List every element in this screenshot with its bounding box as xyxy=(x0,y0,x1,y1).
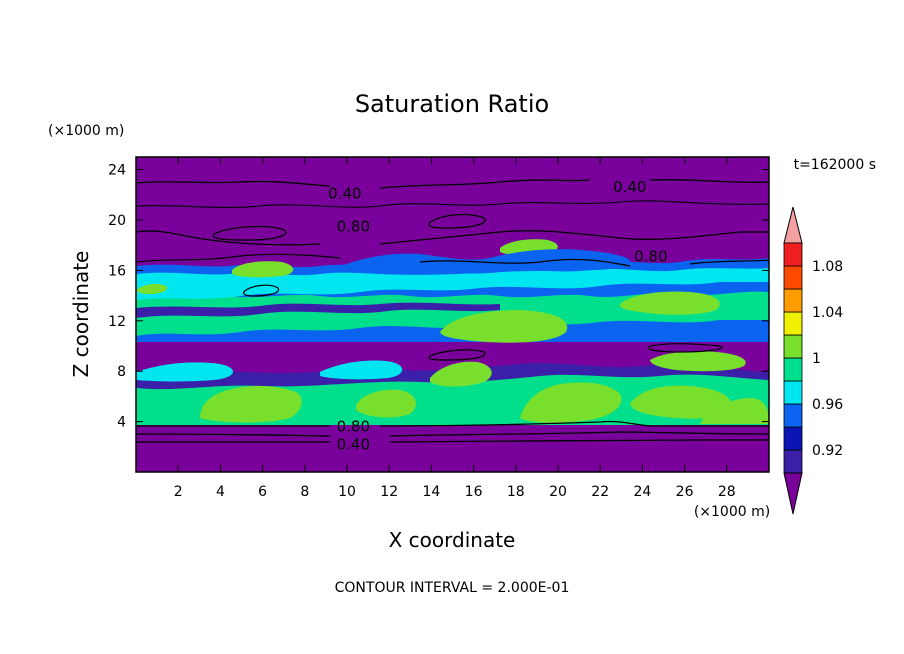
contour-line-lower-1 xyxy=(136,420,769,427)
chart-title: Saturation Ratio xyxy=(355,90,549,118)
lower-cyan-patch-2 xyxy=(320,360,403,380)
y-tick-label: 20 xyxy=(108,213,126,229)
contour-label: 0.40 xyxy=(337,435,370,453)
contour-line-upper-1 xyxy=(136,178,769,189)
x-tick-label: 20 xyxy=(549,484,567,500)
mid-green-patch-4 xyxy=(136,283,168,294)
mid-dry-band xyxy=(136,339,769,366)
contour-label: 0.80 xyxy=(634,248,667,266)
y-tick-label: 8 xyxy=(117,364,126,380)
middle-layer-cyan-band xyxy=(136,268,769,300)
x-tick-label: 8 xyxy=(300,484,309,500)
colorbar-segment xyxy=(783,357,803,382)
contour-labels: 0.40 0.400.800.800.800.40 xyxy=(328,178,667,453)
x-tick-label: 4 xyxy=(216,484,225,500)
colorbar-segment xyxy=(783,426,803,451)
x-axis: 2 4 6 8 10 12 14 16 18 20 22 24 26 28 xyxy=(174,157,736,500)
x-tick-label: 6 xyxy=(258,484,267,500)
y-axis: 4 8 12 16 20 24 xyxy=(108,163,769,431)
x-tick-label: 22 xyxy=(591,484,609,500)
x-tick-label: 10 xyxy=(338,484,356,500)
colorbar-label: 1 xyxy=(812,351,821,367)
plot-frame xyxy=(135,156,770,473)
x-tick-label: 28 xyxy=(718,484,736,500)
mid-green-patch-2 xyxy=(619,291,720,315)
y-tick-label: 16 xyxy=(108,263,126,279)
x-tick-label: 26 xyxy=(676,484,694,500)
colorbar-label: 1.04 xyxy=(812,305,843,321)
lower-green-patch-1 xyxy=(200,385,302,423)
y-unit-label: (×1000 m) xyxy=(48,123,124,139)
colorbar-lower-extension xyxy=(783,472,803,515)
x-tick-label: 14 xyxy=(422,484,440,500)
contour-line-lower-2 xyxy=(136,431,769,437)
colorbar-label: 1.08 xyxy=(812,259,843,275)
contour-label: 0.80 xyxy=(337,418,370,436)
colorbar-segment xyxy=(783,288,803,313)
contour-line-lower-3 xyxy=(136,439,769,443)
lower-cyan-patch-1 xyxy=(136,362,233,382)
mid-green-patch-5 xyxy=(650,351,746,372)
mid-green-patch-1 xyxy=(440,310,568,343)
y-tick-label: 4 xyxy=(117,415,126,431)
lower-green-patch-2 xyxy=(356,389,416,418)
colorbar: 0.92 0.96 1 1.04 1.08 xyxy=(783,206,843,515)
colorbar-segment xyxy=(783,265,803,290)
contour-line-mid-1 xyxy=(136,253,769,267)
contour-label: 0.40 xyxy=(613,178,646,196)
y-tick-label: 24 xyxy=(108,163,126,179)
x-tick-label: 12 xyxy=(380,484,398,500)
x-tick-label: 18 xyxy=(507,484,525,500)
contour-line-upper-3 xyxy=(136,230,769,246)
contour-loop-upper-1 xyxy=(212,225,287,241)
contour-line-upper-2 xyxy=(136,200,769,208)
colorbar-upper-extension xyxy=(783,206,803,244)
x-tick-label: 24 xyxy=(633,484,651,500)
x-tick-label: 16 xyxy=(465,484,483,500)
mid-green-patch-3 xyxy=(232,261,294,278)
x-unit-label: (×1000 m) xyxy=(694,504,770,520)
y-tick-label: 12 xyxy=(108,314,126,330)
lower-green-patch-4 xyxy=(520,382,622,423)
x-axis-label: X coordinate xyxy=(389,528,516,552)
contour-label: 0.80 xyxy=(337,217,370,235)
colorbar-segment xyxy=(783,311,803,336)
contour-label: 0.40 xyxy=(328,185,361,203)
lower-green-patch-6 xyxy=(700,398,769,424)
contour-loop-mid-2 xyxy=(428,349,486,361)
contour-loop-upper-2 xyxy=(428,213,486,229)
contour-interval-note: CONTOUR INTERVAL = 2.000E-01 xyxy=(335,580,570,596)
lower-green-patch-3 xyxy=(430,361,492,387)
colorbar-label: 0.96 xyxy=(812,397,843,413)
colorbar-segment xyxy=(783,242,803,267)
time-label: t=162000 s xyxy=(794,157,876,173)
y-axis-label: Z coordinate xyxy=(69,251,93,378)
colorbar-segment xyxy=(783,380,803,405)
colorbar-segment xyxy=(783,334,803,359)
colorbar-segment xyxy=(783,403,803,428)
plot-field: 0.40 0.400.800.800.800.40 xyxy=(136,157,769,472)
contour-loop-mid-1 xyxy=(242,284,280,297)
colorbar-label: 0.92 xyxy=(812,443,843,459)
middle-layer-teal-band xyxy=(136,291,769,336)
contour-loop-mid-3 xyxy=(648,343,723,353)
middle-dry-strip xyxy=(136,302,500,318)
x-tick-label: 2 xyxy=(174,484,183,500)
colorbar-segment xyxy=(783,449,803,474)
lower-green-patch-5 xyxy=(630,385,733,419)
